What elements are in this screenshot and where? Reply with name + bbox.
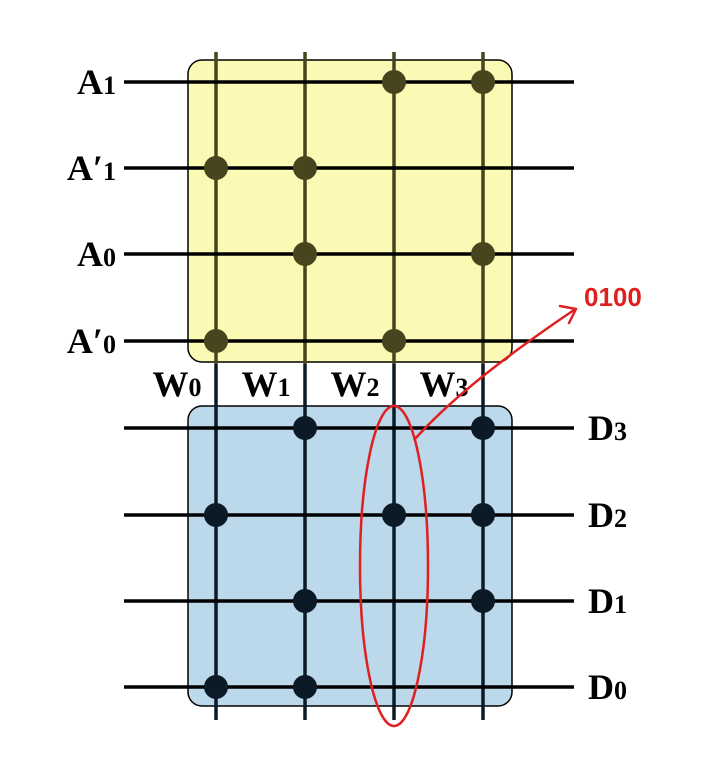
- decoder-dot-r0-c2: [382, 70, 406, 94]
- data-label-2: D1: [588, 581, 627, 621]
- encoder-dot-r1-c3: [471, 503, 495, 527]
- word-label-2: W2: [331, 364, 380, 404]
- address-label-3: A′0: [67, 321, 116, 361]
- decoder-dot-r3-c0: [204, 329, 228, 353]
- encoder-dot-r2-c3: [471, 589, 495, 613]
- word-label-1: W1: [242, 364, 291, 404]
- word-label-3: W3: [420, 364, 469, 404]
- address-label-1: A′1: [67, 148, 116, 188]
- encoder-box: [187, 405, 513, 707]
- address-label-2: A0: [77, 234, 116, 274]
- encoder-dot-r0-c3: [471, 416, 495, 440]
- decoder-dot-r1-c0: [204, 156, 228, 180]
- output-value-label: 0100: [584, 282, 642, 312]
- highlight-ellipse: [358, 404, 430, 728]
- address-label-0: A1: [77, 62, 116, 102]
- decoder-dot-r2-c3: [471, 242, 495, 266]
- decoder-dot-r1-c1: [293, 156, 317, 180]
- encoder-dot-r1-c0: [204, 503, 228, 527]
- decoder-dot-r0-c3: [471, 70, 495, 94]
- arrow-head: [558, 304, 578, 325]
- decoder-dot-r2-c1: [293, 242, 317, 266]
- encoder-dot-r0-c1: [293, 416, 317, 440]
- annotation-arrow: [413, 308, 575, 441]
- encoder-dot-r2-c1: [293, 589, 317, 613]
- word-label-0: W0: [153, 364, 202, 404]
- encoder-dot-r3-c1: [293, 675, 317, 699]
- data-label-1: D2: [588, 495, 627, 535]
- encoder-dot-r1-c2: [382, 503, 406, 527]
- data-label-3: D0: [588, 667, 627, 707]
- data-label-0: D3: [588, 408, 627, 448]
- decoder-box: [187, 59, 513, 363]
- encoder-dot-r3-c0: [204, 675, 228, 699]
- decoder-dot-r3-c2: [382, 329, 406, 353]
